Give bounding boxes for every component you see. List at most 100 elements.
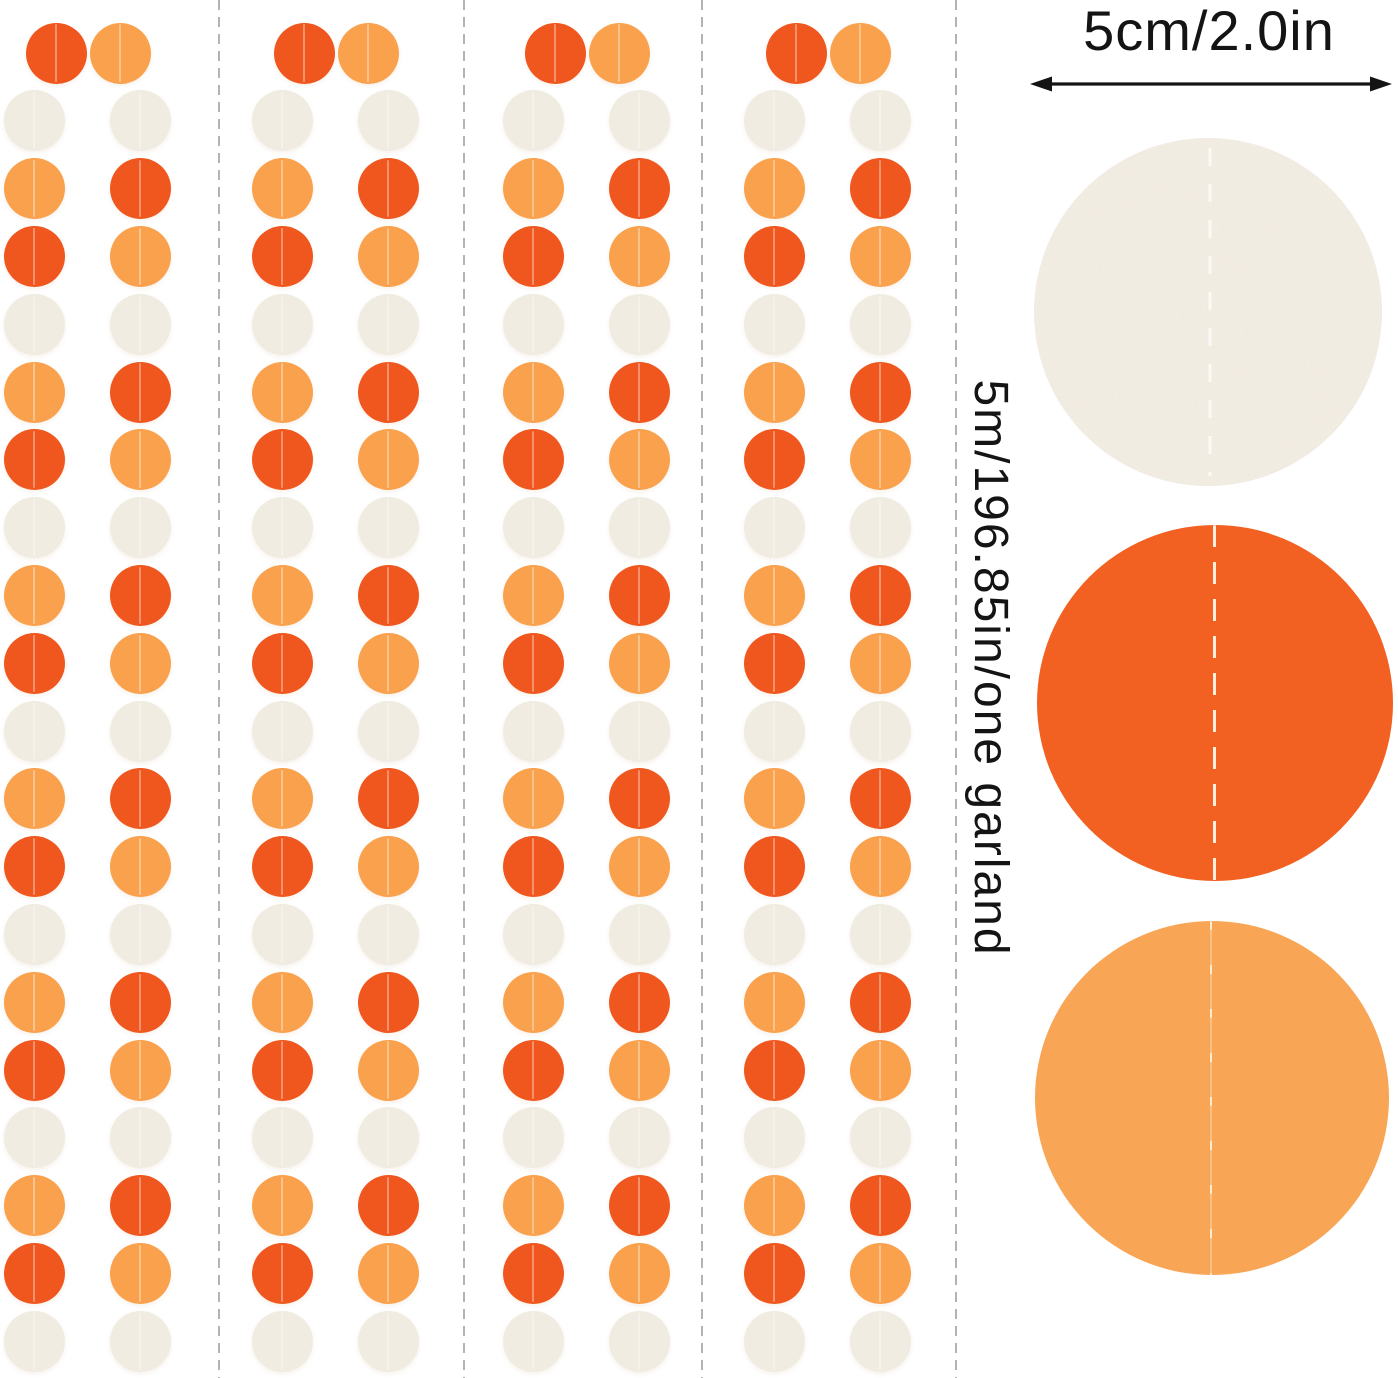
- garland-circle: [109, 971, 171, 1033]
- circle-seam: [139, 1176, 141, 1235]
- garland-circle: [89, 22, 151, 84]
- circle-seam: [387, 363, 389, 421]
- circle-seam: [879, 431, 881, 489]
- garland-circle: [608, 429, 670, 491]
- garland-circle: [109, 497, 171, 559]
- garland-circle: [608, 497, 670, 559]
- garland-circle: [608, 768, 670, 830]
- circle-seam: [139, 1312, 141, 1370]
- circle-seam: [281, 1109, 283, 1167]
- circle-seam: [638, 770, 640, 828]
- garland-circle: [849, 361, 911, 423]
- garland-circle: [109, 1310, 171, 1372]
- garland-circle: [849, 1039, 911, 1101]
- circle-seam: [139, 227, 141, 286]
- circle-seam: [532, 973, 534, 1031]
- circle-seam: [33, 905, 35, 964]
- garland-circle: [251, 1242, 313, 1304]
- circle-seam: [281, 770, 283, 828]
- garland-circle: [849, 700, 911, 762]
- circle-seam: [638, 159, 640, 218]
- circle-seam: [532, 566, 534, 625]
- garland-circle: [743, 971, 805, 1033]
- circle-seam: [773, 1176, 775, 1235]
- garland-circle: [109, 1242, 171, 1304]
- garland-circle: [502, 971, 564, 1033]
- circle-seam: [387, 702, 389, 760]
- garland-circle: [849, 836, 911, 898]
- garland-circle: [502, 158, 564, 220]
- circle-seam: [795, 24, 797, 82]
- garland-circle: [743, 564, 805, 626]
- garland-circle: [357, 361, 419, 423]
- garland-circle: [109, 158, 171, 220]
- garland-circle: [502, 429, 564, 491]
- circle-seam: [139, 159, 141, 218]
- garland-circle: [357, 632, 419, 694]
- circle-seam: [33, 1176, 35, 1235]
- garland-circle: [502, 1242, 564, 1304]
- garland-circle: [608, 293, 670, 355]
- circle-seam: [367, 24, 369, 82]
- garland-circle: [743, 293, 805, 355]
- circle-seam: [638, 702, 640, 760]
- garland-circle: [251, 903, 313, 965]
- garland-circle: [849, 158, 911, 220]
- circle-seam: [638, 431, 640, 489]
- garland-circle: [251, 497, 313, 559]
- garland-circle: [608, 971, 670, 1033]
- garland-circle: [3, 158, 65, 220]
- circle-seam: [33, 295, 35, 353]
- circle-seam: [773, 1244, 775, 1303]
- garland-circle: [357, 564, 419, 626]
- circle-seam: [281, 1041, 283, 1099]
- circle-seam: [879, 1244, 881, 1303]
- circle-seam: [532, 1109, 534, 1167]
- garland-circle: [743, 225, 805, 287]
- garland-circle: [109, 90, 171, 152]
- circle-seam: [33, 363, 35, 421]
- circle-seam: [638, 905, 640, 964]
- circle-seam: [554, 24, 556, 82]
- garland-circle: [849, 632, 911, 694]
- garland-circle: [3, 293, 65, 355]
- garland-circle: [743, 1175, 805, 1237]
- circle-seam: [281, 92, 283, 150]
- circle-seam: [773, 363, 775, 421]
- garland-circle: [357, 158, 419, 220]
- garland-circle: [3, 90, 65, 152]
- circle-seam: [387, 770, 389, 828]
- garland-circle: [608, 158, 670, 220]
- garland-circle: [357, 90, 419, 152]
- circle-seam: [33, 1312, 35, 1370]
- circle-seam: [618, 24, 620, 82]
- garland-circle: [502, 497, 564, 559]
- garland-circle: [765, 22, 827, 84]
- garland-circle: [3, 700, 65, 762]
- circle-seam: [638, 973, 640, 1031]
- garland-circle: [829, 22, 891, 84]
- garland-circle: [608, 632, 670, 694]
- garland-circle: [251, 158, 313, 220]
- circle-seam: [33, 1109, 35, 1167]
- garland-circle: [743, 361, 805, 423]
- circle-seam: [139, 973, 141, 1031]
- circle-seam: [281, 702, 283, 760]
- circle-seam: [638, 92, 640, 150]
- garland-circle: [743, 700, 805, 762]
- garland-circle: [743, 429, 805, 491]
- circle-seam: [139, 431, 141, 489]
- garland-circle: [357, 497, 419, 559]
- circle-seam: [139, 92, 141, 150]
- circle-seam: [387, 159, 389, 218]
- circle-seam: [532, 1312, 534, 1370]
- circle-seam: [33, 973, 35, 1031]
- circle-seam: [532, 498, 534, 557]
- cream-glitter-circle: [1034, 138, 1382, 486]
- circle-seam: [33, 159, 35, 218]
- circle-seam: [638, 498, 640, 557]
- circle-seam: [387, 1312, 389, 1370]
- circle-seam: [879, 905, 881, 964]
- garland-circle: [608, 564, 670, 626]
- stitch-line: [1210, 921, 1212, 1275]
